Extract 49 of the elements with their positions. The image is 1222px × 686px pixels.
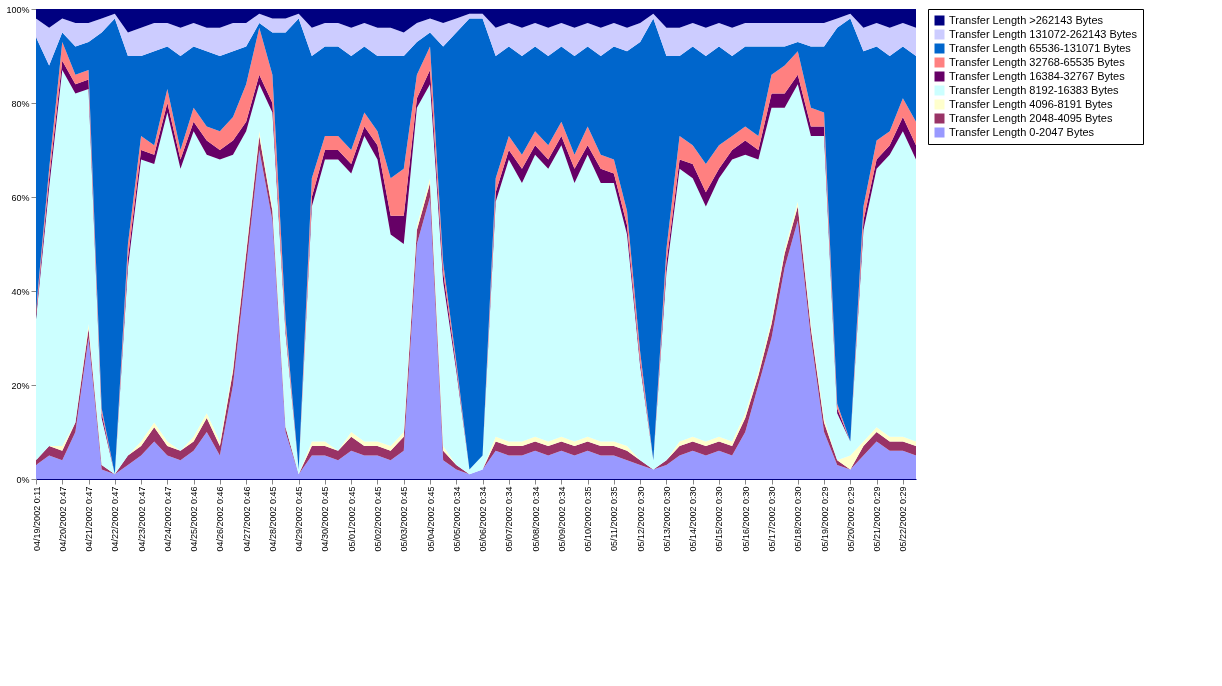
x-tick-label: 05/08/2002 0:34 <box>530 486 541 552</box>
x-tick-label: 05/03/2002 0:45 <box>399 486 410 552</box>
x-tick-label: 04/21/2002 0:47 <box>84 486 95 552</box>
x-tick-label: 05/20/2002 0:29 <box>845 486 856 552</box>
x-tick-label: 04/27/2002 0:46 <box>241 486 252 552</box>
legend-label: Transfer Length 65536-131071 Bytes <box>949 41 1132 54</box>
x-tick-label: 04/28/2002 0:45 <box>267 486 278 552</box>
x-tick-label: 04/26/2002 0:46 <box>215 486 226 552</box>
x-tick-label: 05/17/2002 0:30 <box>767 486 778 552</box>
legend-label: Transfer Length 4096-8191 Bytes <box>949 97 1113 110</box>
x-tick-label: 04/30/2002 0:45 <box>320 486 331 552</box>
x-tick-label: 05/07/2002 0:34 <box>504 486 515 552</box>
x-tick-label: 04/25/2002 0:46 <box>189 486 200 552</box>
y-tick-label: 80% <box>11 98 30 109</box>
x-tick-label: 04/24/2002 0:47 <box>162 486 173 552</box>
x-tick-label: 05/09/2002 0:34 <box>556 486 567 552</box>
x-tick-label: 05/16/2002 0:30 <box>740 486 751 552</box>
x-tick-label: 05/19/2002 0:29 <box>819 486 830 552</box>
y-tick-label: 0% <box>16 474 30 485</box>
legend-label: Transfer Length 131072-262143 Bytes <box>949 27 1138 40</box>
x-tick-label: 04/29/2002 0:45 <box>294 486 305 552</box>
x-tick-label: 05/04/2002 0:45 <box>425 486 436 552</box>
x-tick-label: 05/21/2002 0:29 <box>872 486 883 552</box>
legend-label: Transfer Length >262143 Bytes <box>949 13 1104 26</box>
x-tick-label: 05/06/2002 0:34 <box>478 486 489 552</box>
x-tick-label: 05/02/2002 0:45 <box>372 486 383 552</box>
x-tick-label: 05/15/2002 0:30 <box>714 486 725 552</box>
x-tick-label: 04/20/2002 0:47 <box>57 486 68 552</box>
legend-label: Transfer Length 16384-32767 Bytes <box>949 69 1126 82</box>
legend-label: Transfer Length 0-2047 Bytes <box>949 125 1095 138</box>
legend-label: Transfer Length 2048-4095 Bytes <box>949 111 1113 124</box>
y-tick-label: 40% <box>11 286 30 297</box>
x-tick-label: 05/12/2002 0:30 <box>635 486 646 552</box>
x-tick-label: 05/10/2002 0:35 <box>583 486 594 552</box>
x-tick-label: 05/13/2002 0:30 <box>661 486 672 552</box>
legend-label: Transfer Length 32768-65535 Bytes <box>949 55 1126 68</box>
x-tick-label: 05/01/2002 0:45 <box>346 486 357 552</box>
x-tick-label: 05/18/2002 0:30 <box>793 486 804 552</box>
x-tick-label: 04/22/2002 0:47 <box>110 486 121 552</box>
y-tick-label: 20% <box>11 380 30 391</box>
x-tick-label: 04/19/2002 0:11 <box>31 486 42 551</box>
x-tick-label: 05/05/2002 0:34 <box>451 486 462 552</box>
x-tick-label: 05/22/2002 0:29 <box>898 486 909 552</box>
x-tick-label: 04/23/2002 0:47 <box>136 486 147 552</box>
x-tick-label: 05/14/2002 0:30 <box>688 486 699 552</box>
x-tick-label: 05/11/2002 0:35 <box>609 486 620 551</box>
y-tick-label: 60% <box>11 192 30 203</box>
legend-label: Transfer Length 8192-16383 Bytes <box>949 83 1120 96</box>
y-tick-label: 100% <box>6 4 30 15</box>
